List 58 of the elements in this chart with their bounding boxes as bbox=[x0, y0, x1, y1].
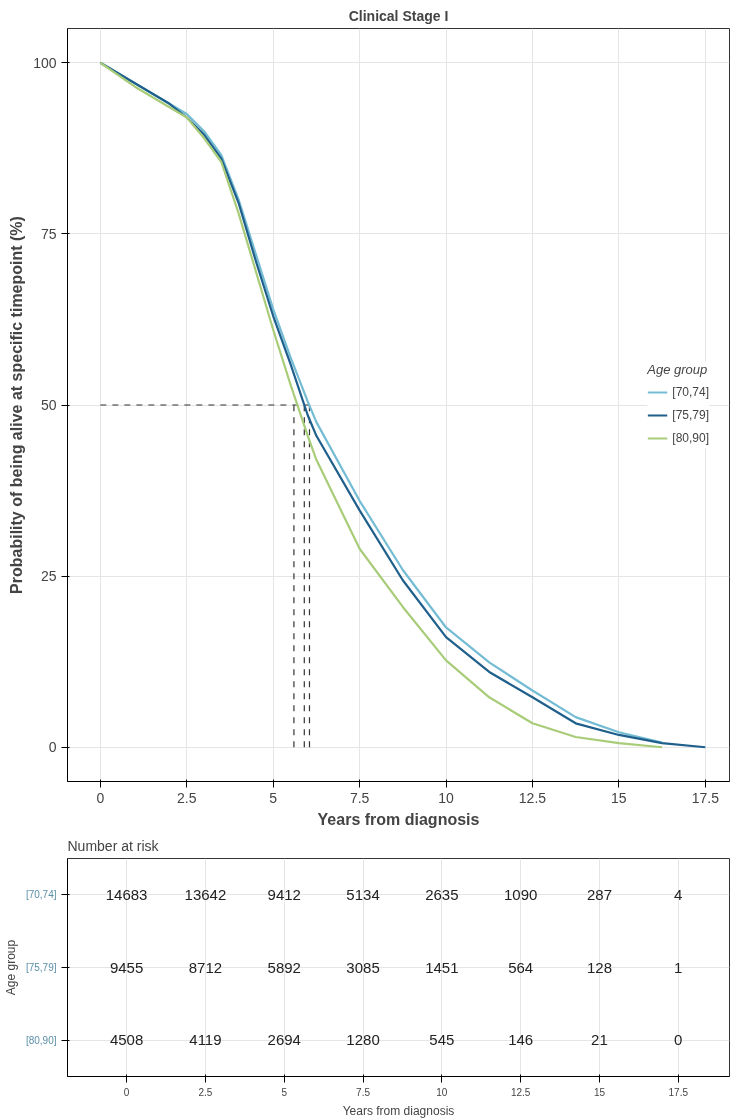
x-axis-title: Years from diagnosis bbox=[317, 810, 480, 828]
data-label: 9412 bbox=[267, 885, 301, 903]
y-tick-label: 50 bbox=[40, 397, 57, 413]
data-label: 4119 bbox=[189, 1031, 222, 1049]
x-tick-label: 15 bbox=[611, 789, 627, 806]
data-label: 14683 bbox=[105, 885, 148, 903]
y-tick-label: [80,90] bbox=[25, 1034, 57, 1046]
data-label: 5892 bbox=[267, 958, 301, 976]
data-label: 564 bbox=[508, 958, 534, 976]
y-axis-title: Probability of being alive at specific timepoint (%) bbox=[8, 216, 26, 594]
data-label: 287 bbox=[586, 885, 612, 903]
x-tick-label: 2.5 bbox=[198, 1086, 213, 1098]
legend-label: [70,74] bbox=[672, 384, 709, 399]
y-tick-label: 0 bbox=[48, 739, 57, 756]
x-tick-label: 17.5 bbox=[691, 789, 720, 806]
legend-label: [75,79] bbox=[672, 407, 709, 422]
legend-title: Age group bbox=[647, 361, 709, 377]
data-label: 3085 bbox=[346, 958, 380, 976]
data-label: 2635 bbox=[425, 885, 459, 903]
x-tick-label: 2.5 bbox=[177, 789, 197, 806]
data-label: 545 bbox=[429, 1031, 455, 1049]
data-label: 13642 bbox=[184, 885, 227, 903]
x-tick-label: 0 bbox=[123, 1086, 130, 1098]
data-label: 0 bbox=[674, 1031, 683, 1049]
x-tick-label: 12.5 bbox=[518, 789, 547, 806]
data-label: 4 bbox=[674, 885, 683, 903]
y-tick-label: 75 bbox=[40, 225, 57, 242]
chart-title: Number at risk bbox=[67, 837, 160, 854]
legend-label: [80,90] bbox=[672, 430, 709, 445]
chart-title: Clinical Stage I bbox=[348, 7, 449, 24]
data-label: 2694 bbox=[267, 1031, 301, 1049]
data-label: 1090 bbox=[503, 885, 538, 903]
data-label: 1 bbox=[674, 958, 683, 976]
x-tick-label: 12.5 bbox=[510, 1086, 531, 1098]
data-label: 21 bbox=[591, 1031, 608, 1049]
x-tick-label: 0 bbox=[96, 789, 105, 806]
data-label: 1451 bbox=[425, 958, 459, 976]
data-label: 4508 bbox=[109, 1031, 144, 1049]
y-tick-label: [75,79] bbox=[25, 962, 57, 973]
x-tick-label: 5 bbox=[281, 1086, 288, 1098]
data-label: 1280 bbox=[346, 1031, 380, 1049]
y-tick-label: 25 bbox=[40, 568, 57, 585]
data-label: 146 bbox=[508, 1031, 534, 1049]
x-tick-label: 15 bbox=[593, 1086, 606, 1098]
data-label: 128 bbox=[586, 958, 612, 976]
x-tick-label: 10 bbox=[436, 1086, 448, 1098]
data-label: 9455 bbox=[109, 958, 144, 976]
y-tick-label: [70,74] bbox=[25, 889, 57, 901]
x-tick-label: 10 bbox=[438, 789, 455, 806]
y-tick-label: 100 bbox=[33, 54, 57, 71]
x-tick-label: 5 bbox=[269, 789, 278, 806]
data-label: 5134 bbox=[346, 885, 380, 903]
data-label: 8712 bbox=[188, 958, 223, 976]
x-axis-title: Years from diagnosis bbox=[342, 1103, 455, 1118]
y-axis-title: Age group bbox=[3, 939, 18, 996]
x-tick-label: 7.5 bbox=[349, 789, 370, 806]
x-tick-label: 7.5 bbox=[356, 1086, 371, 1098]
x-tick-label: 17.5 bbox=[668, 1086, 689, 1098]
